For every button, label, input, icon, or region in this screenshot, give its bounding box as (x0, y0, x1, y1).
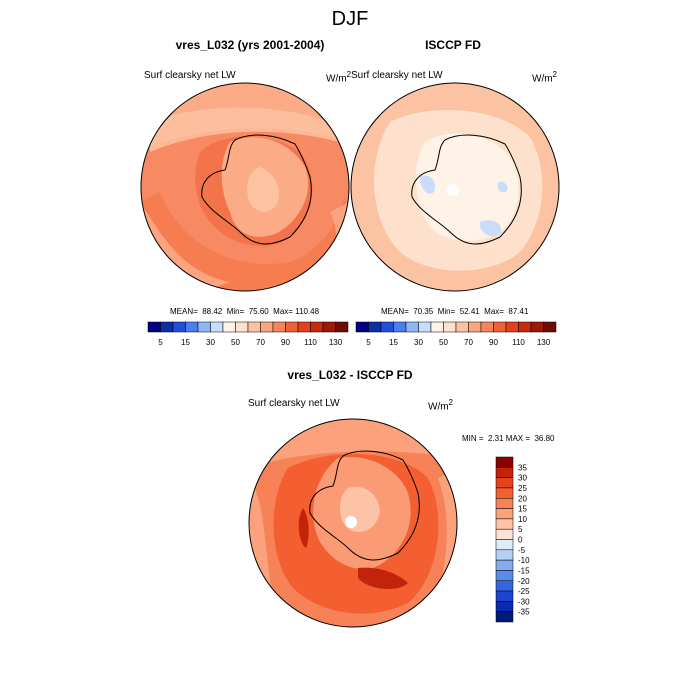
obs-variable-label: Surf clearsky net LW (351, 70, 443, 81)
diff-colorbar-swatch (495, 508, 514, 520)
diff-colorbar-tick-label: -25 (518, 587, 530, 596)
obs-colorbar-swatch (393, 321, 407, 333)
model-colorbar-swatch (197, 321, 211, 333)
obs-colorbar-tick-label: 130 (537, 338, 551, 347)
diff-colorbar-tick-label: -30 (518, 597, 530, 606)
model-colorbar-tick-label: 110 (304, 338, 317, 347)
diff-colorbar-swatch (495, 528, 514, 540)
obs-colorbar-tick-label: 90 (489, 338, 498, 347)
obs-colorbar-swatch (505, 321, 519, 333)
diff-colorbar-swatch (495, 570, 514, 581)
obs-polar-map (350, 82, 560, 292)
diff-colorbar-tick-label: 30 (518, 474, 527, 483)
obs-panel-title: ISCCP FD (425, 38, 481, 52)
diff-colorbar-tick-label: 0 (518, 536, 523, 545)
diff-colorbar-swatch (495, 518, 514, 530)
model-colorbar-swatch (285, 321, 299, 333)
obs-colorbar-swatch (480, 321, 494, 333)
diff-colorbar-swatch (495, 467, 514, 478)
obs-colorbar-swatch (368, 321, 382, 333)
diff-colorbar-tick-label: -10 (518, 556, 530, 565)
model-colorbar-swatch (310, 321, 324, 333)
diff-units-label: W/m2 (428, 398, 453, 413)
model-colorbar-tick-label: 5 (158, 338, 163, 347)
obs-colorbar: 5 15 30 50 70 90 110 130 (355, 321, 557, 347)
model-colorbar-swatch (147, 321, 161, 333)
model-colorbar-swatch (222, 321, 236, 333)
diff-colorbar-tick-label: 10 (518, 515, 527, 524)
obs-colorbar-tick-label: 50 (439, 338, 448, 347)
diff-colorbar-swatch (495, 611, 514, 623)
obs-units-label: W/m2 (532, 70, 557, 85)
diff-colorbar-tick-label: 35 (518, 463, 527, 472)
diff-colorbar-swatch (495, 487, 514, 499)
model-variable-label: Surf clearsky net LW (144, 70, 236, 81)
model-colorbar-swatch (297, 321, 311, 333)
diff-colorbar-tick-label: -5 (518, 546, 526, 555)
diff-colorbar-swatch (495, 539, 514, 551)
diff-colorbar-tick-label: -20 (518, 577, 530, 586)
diff-colorbar-tick-label: -35 (518, 608, 530, 617)
obs-colorbar-tick-label: 5 (366, 338, 371, 347)
obs-colorbar-swatch (543, 321, 557, 333)
model-colorbar-swatch (322, 321, 336, 333)
model-colorbar-tick-label: 50 (231, 338, 240, 347)
obs-stats-text: MEAN= 70.35 Min= 52.41 Max= 87.41 (381, 307, 529, 316)
model-panel-title: vres_L032 (yrs 2001-2004) (175, 38, 325, 52)
obs-colorbar-swatch (468, 321, 482, 333)
diff-colorbar-tick-label: 5 (518, 525, 523, 534)
model-colorbar-swatch (210, 321, 224, 333)
obs-colorbar-swatch (418, 321, 432, 333)
model-colorbar-swatch (172, 321, 186, 333)
diff-panel-title: vres_L032 - ISCCP FD (287, 368, 413, 382)
diff-colorbar-swatch (495, 498, 514, 509)
diff-colorbar-swatch (495, 601, 514, 612)
obs-colorbar-swatch (355, 321, 369, 333)
model-colorbar-swatch (160, 321, 174, 333)
obs-colorbar-tick-label: 15 (389, 338, 398, 347)
model-colorbar-tick-label: 90 (281, 338, 290, 347)
diff-colorbar-swatch (495, 549, 514, 561)
obs-colorbar-swatch (430, 321, 444, 333)
diff-colorbar-swatch (495, 477, 514, 489)
obs-colorbar-swatch (518, 321, 532, 333)
model-colorbar-tick-label: 70 (256, 338, 265, 347)
model-colorbar-swatch (247, 321, 261, 333)
diff-colorbar-tick-label: 20 (518, 494, 527, 503)
model-colorbar-tick-label: 15 (181, 338, 190, 347)
obs-colorbar-tick-label: 110 (512, 338, 525, 347)
obs-colorbar-swatch (455, 321, 469, 333)
model-units-label: W/m2 (326, 70, 351, 85)
diff-colorbar-tick-label: 15 (518, 505, 527, 514)
model-colorbar-tick-label: 30 (206, 338, 215, 347)
model-colorbar-swatch (335, 321, 349, 333)
obs-colorbar-swatch (405, 321, 419, 333)
model-colorbar-swatch (185, 321, 199, 333)
diff-colorbar-swatch (495, 456, 514, 468)
model-colorbar: 5 15 30 50 70 90 110 130 (147, 321, 349, 347)
figure-title: DJF (331, 8, 369, 30)
obs-colorbar-tick-label: 70 (464, 338, 473, 347)
obs-colorbar-swatch (530, 321, 544, 333)
model-colorbar-swatch (235, 321, 249, 333)
diff-stats-text: MIN = 2.31 MAX = 36.80 (462, 434, 555, 443)
diff-colorbar-swatch (495, 590, 514, 602)
model-stats-text: MEAN= 88.42 Min= 75.60 Max= 110.48 (170, 307, 320, 316)
model-polar-map (140, 82, 350, 292)
model-colorbar-swatch (272, 321, 286, 333)
obs-colorbar-tick-label: 30 (414, 338, 423, 347)
obs-colorbar-swatch (493, 321, 507, 333)
diff-colorbar-tick-label: 25 (518, 484, 527, 493)
diff-colorbar-swatch (495, 580, 514, 592)
obs-colorbar-swatch (443, 321, 457, 333)
diff-polar-map (248, 418, 458, 628)
diff-colorbar-tick-label: -15 (518, 566, 530, 575)
model-colorbar-swatch (260, 321, 274, 333)
model-colorbar-tick-label: 130 (329, 338, 343, 347)
diff-variable-label: Surf clearsky net LW (248, 398, 340, 409)
diff-colorbar-swatch (495, 559, 514, 571)
obs-colorbar-swatch (380, 321, 394, 333)
